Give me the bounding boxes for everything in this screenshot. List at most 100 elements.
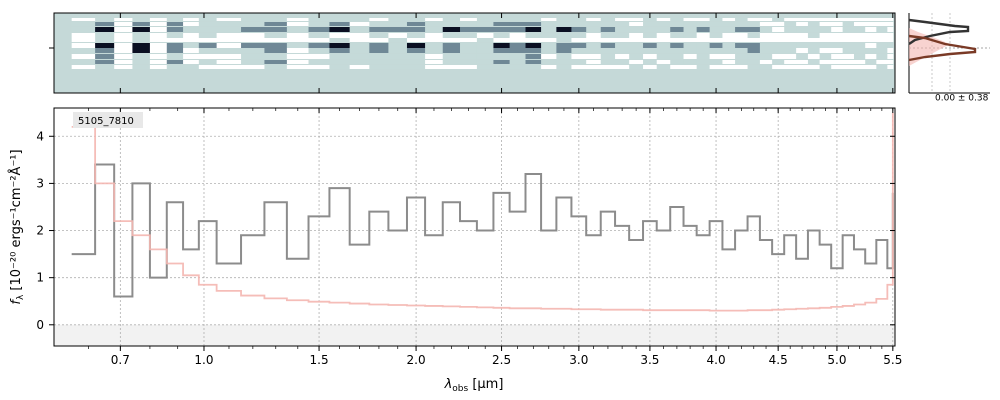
twod-cell bbox=[853, 38, 866, 42]
twod-cell bbox=[460, 33, 478, 38]
twod-cell bbox=[388, 27, 408, 32]
twod-cell bbox=[842, 27, 855, 32]
twod-cell bbox=[525, 27, 542, 32]
twod-cell bbox=[241, 33, 265, 38]
y-axis-label: fλ [10⁻²⁰ ergs⁻¹cm⁻²Å⁻¹] bbox=[8, 149, 26, 304]
twod-cell bbox=[784, 27, 797, 32]
twod-cell bbox=[476, 65, 494, 69]
twod-cell bbox=[571, 43, 587, 48]
twod-cell bbox=[796, 65, 809, 69]
twod-cell bbox=[369, 43, 389, 48]
twod-cell bbox=[241, 18, 265, 21]
twod-cell bbox=[216, 48, 242, 53]
twod-cell bbox=[747, 33, 761, 38]
twod-cell bbox=[696, 54, 711, 59]
twod-cell bbox=[772, 22, 785, 26]
twod-cell bbox=[349, 33, 370, 38]
x-tick-label: 3.5 bbox=[640, 353, 659, 367]
twod-cell bbox=[349, 43, 370, 48]
twod-cell bbox=[784, 43, 797, 48]
twod-ticks bbox=[49, 13, 894, 93]
twod-cell bbox=[198, 22, 218, 26]
twod-cell bbox=[541, 33, 557, 38]
twod-cell bbox=[807, 65, 821, 69]
twod-cell bbox=[629, 54, 644, 59]
twod-cell bbox=[571, 18, 587, 21]
twod-cell bbox=[683, 27, 698, 32]
twod-cell bbox=[747, 22, 761, 26]
object-label: 5105_7810 bbox=[78, 116, 134, 127]
twod-cell bbox=[509, 65, 526, 69]
twod-cell bbox=[114, 33, 133, 38]
twod-cell bbox=[696, 65, 711, 69]
twod-cell bbox=[132, 48, 151, 53]
twod-cell bbox=[149, 65, 168, 69]
twod-cell bbox=[329, 60, 351, 64]
twod-cell bbox=[865, 22, 877, 26]
twod-cell bbox=[796, 54, 809, 59]
twod-cell bbox=[759, 27, 773, 32]
twod-cell bbox=[735, 33, 749, 38]
twod-cell bbox=[586, 18, 602, 21]
twod-cell bbox=[735, 27, 749, 32]
twod-cell bbox=[264, 38, 288, 42]
twod-cell bbox=[329, 27, 351, 32]
twod-cell bbox=[460, 60, 478, 64]
twod-cell bbox=[842, 43, 855, 48]
twod-cell bbox=[166, 33, 184, 38]
twod-cell bbox=[842, 18, 855, 21]
twod-cell bbox=[556, 54, 572, 59]
twod-cell bbox=[132, 43, 151, 48]
twod-cell bbox=[509, 60, 526, 64]
twod-cell bbox=[670, 54, 685, 59]
twod-cell bbox=[735, 22, 749, 26]
twod-cell bbox=[615, 38, 630, 42]
twod-cell bbox=[747, 18, 761, 21]
twod-cell bbox=[264, 48, 288, 53]
twod-cell bbox=[476, 60, 494, 64]
twod-cell bbox=[865, 33, 877, 38]
twod-cell bbox=[629, 33, 644, 38]
twod-cell bbox=[71, 18, 96, 21]
twod-cell bbox=[216, 60, 242, 64]
twod-cell bbox=[831, 27, 844, 32]
twod-cell bbox=[525, 60, 542, 64]
twod-cell bbox=[509, 27, 526, 32]
twod-cell bbox=[241, 22, 265, 26]
twod-cell bbox=[853, 18, 866, 21]
twod-cell bbox=[493, 48, 511, 53]
twod-cell bbox=[183, 54, 200, 59]
twod-cell bbox=[876, 48, 888, 53]
twod-cell bbox=[556, 33, 572, 38]
twod-cell bbox=[629, 27, 644, 32]
twod-cell bbox=[784, 60, 797, 64]
twod-cell bbox=[600, 65, 616, 69]
twod-cell bbox=[709, 27, 723, 32]
x-ticks: 0.7 1.0 1.5 2.0 2.5 3.0 3.5 4.0 4.5 5.0 5.5 bbox=[88, 108, 902, 367]
y-tick-label: 1 bbox=[36, 271, 44, 285]
twod-cell bbox=[308, 65, 330, 69]
twod-cell bbox=[149, 22, 168, 26]
twod-cell bbox=[696, 18, 711, 21]
twod-cell bbox=[643, 27, 658, 32]
twod-cell bbox=[95, 65, 115, 69]
twod-cell bbox=[369, 22, 389, 26]
twod-cell bbox=[796, 60, 809, 64]
twod-cell bbox=[865, 27, 877, 32]
twod-cell bbox=[683, 60, 698, 64]
twod-cell bbox=[670, 60, 685, 64]
twod-cell bbox=[853, 22, 866, 26]
twod-cell bbox=[166, 60, 184, 64]
twod-cell bbox=[819, 22, 832, 26]
twod-cell bbox=[369, 27, 389, 32]
twod-cell bbox=[493, 33, 511, 38]
twod-cell bbox=[149, 33, 168, 38]
twod-cell bbox=[95, 60, 115, 64]
twod-cell bbox=[264, 43, 288, 48]
twod-cell bbox=[95, 33, 115, 38]
twod-cell bbox=[442, 60, 461, 64]
twod-cell bbox=[556, 18, 572, 21]
twod-cell bbox=[722, 60, 736, 64]
twod-cell bbox=[629, 48, 644, 53]
twod-cell bbox=[132, 38, 151, 42]
